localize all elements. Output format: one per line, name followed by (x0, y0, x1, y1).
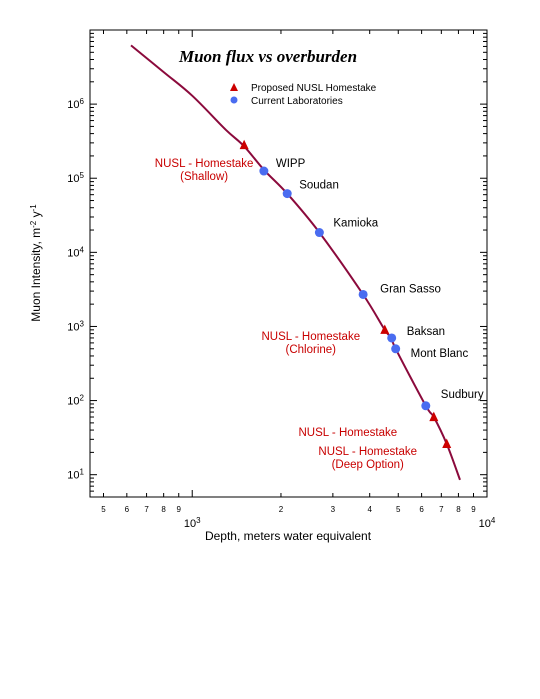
current-lab-point (282, 189, 292, 199)
y-tick-base: 10 (67, 470, 79, 482)
proposed-site-label-line: NUSL - Homestake (261, 331, 360, 343)
legend-triangle-marker (230, 83, 238, 91)
x-minor-tick-label: 7 (144, 505, 149, 514)
point-labels: WIPP Soudan Kamioka Gran Sasso Baksan Mont Bl… (155, 158, 484, 471)
current-lab-label: Kamioka (333, 218, 378, 230)
y-tick-exp: 3 (80, 319, 85, 328)
current-lab-point (391, 344, 401, 354)
flux-curve (130, 44, 461, 481)
y-tick-base: 10 (67, 173, 79, 185)
x-minor-tick-label: 6 (419, 505, 424, 514)
proposed-site-label-line: NUSL - Homestake (298, 427, 397, 439)
current-lab-label: WIPP (276, 158, 306, 170)
legend: Proposed NUSL Homestake Current Laborato… (230, 83, 377, 107)
y-tick-label: 104 (67, 245, 84, 260)
current-lab-label: Sudbury (441, 389, 484, 401)
legend-label-proposed: Proposed NUSL Homestake (251, 83, 377, 94)
current-lab-point (259, 166, 269, 176)
x-tick-base: 10 (479, 518, 491, 530)
y-axis-label-suffix: y (29, 211, 43, 220)
y-tick-exp: 1 (80, 467, 85, 476)
x-minor-tick-label: 8 (456, 505, 461, 514)
x-tick-label: 104 (479, 516, 496, 531)
proposed-site-label-line: (Chlorine) (286, 344, 337, 356)
y-tick-base: 10 (67, 396, 79, 408)
y-axis-label-exp1: -2 (29, 220, 38, 228)
proposed-site-label-line: (Deep Option) (332, 459, 404, 471)
x-minor-tick-label: 9 (177, 505, 182, 514)
proposed-site-point (239, 139, 249, 150)
current-lab-label: Baksan (407, 326, 445, 338)
y-axis-label-main: Muon Intensity, m (29, 228, 43, 322)
y-tick-base: 10 (67, 247, 79, 259)
chart-title: Muon flux vs overburden (178, 47, 357, 66)
current-lab-point (358, 289, 368, 299)
y-tick-base: 10 (67, 321, 79, 333)
x-minor-tick-label: 2 (279, 505, 284, 514)
y-tick-base: 10 (67, 99, 79, 111)
x-minor-tick-label: 7 (439, 505, 444, 514)
y-axis-label-exp2: -1 (29, 204, 38, 212)
y-tick-label: 101 (67, 467, 84, 482)
y-tick-exp: 5 (80, 171, 85, 180)
y-tick-exp: 6 (80, 97, 85, 106)
proposed-site-label-line: NUSL - Homestake (318, 446, 417, 458)
y-tick-exp: 2 (80, 393, 85, 402)
proposed-site-label-line: (Shallow) (180, 171, 228, 183)
x-minor-tick-label: 3 (331, 505, 336, 514)
proposed-site-point (429, 411, 439, 422)
proposed-site-label: NUSL - Homestake (Chlorine) (261, 331, 360, 356)
y-tick-label: 103 (67, 319, 84, 334)
legend-label-current: Current Laboratories (251, 96, 343, 107)
current-lab-point (387, 333, 397, 343)
x-tick-label: 103 (184, 516, 201, 531)
y-tick-label: 105 (67, 171, 84, 186)
proposed-site-label: NUSL - Homestake (Deep Option) (318, 446, 417, 471)
x-tick-exp: 4 (491, 516, 496, 525)
x-minor-tick-label: 4 (367, 505, 372, 514)
x-minor-tick-label: 6 (125, 505, 130, 514)
x-minor-tick-label: 5 (101, 505, 106, 514)
data-points (239, 139, 452, 448)
axis-ticks (90, 29, 488, 498)
x-minor-tick-label: 9 (471, 505, 476, 514)
x-tick-exp: 3 (196, 516, 201, 525)
x-axis-label: Depth, meters water equivalent (205, 529, 372, 543)
y-tick-exp: 4 (80, 245, 85, 254)
proposed-site-point (442, 438, 452, 448)
current-lab-label: Gran Sasso (380, 283, 441, 295)
current-lab-point (314, 228, 324, 238)
x-minor-tick-label: 8 (161, 505, 166, 514)
legend-circle-marker (230, 96, 238, 104)
current-lab-label: Soudan (299, 180, 339, 192)
proposed-site-label-line: NUSL - Homestake (155, 158, 254, 170)
current-lab-point (421, 401, 431, 411)
proposed-site-label: NUSL - Homestake (298, 427, 397, 439)
x-tick-base: 10 (184, 518, 196, 530)
y-tick-label: 102 (67, 393, 84, 408)
x-minor-tick-label: 5 (396, 505, 401, 514)
y-axis-label: Muon Intensity, m-2 y-1 (29, 204, 44, 322)
current-lab-label: Mont Blanc (411, 348, 469, 360)
proposed-site-point (380, 324, 390, 334)
y-tick-label: 106 (67, 97, 84, 112)
proposed-site-label: NUSL - Homestake (Shallow) (155, 158, 254, 183)
